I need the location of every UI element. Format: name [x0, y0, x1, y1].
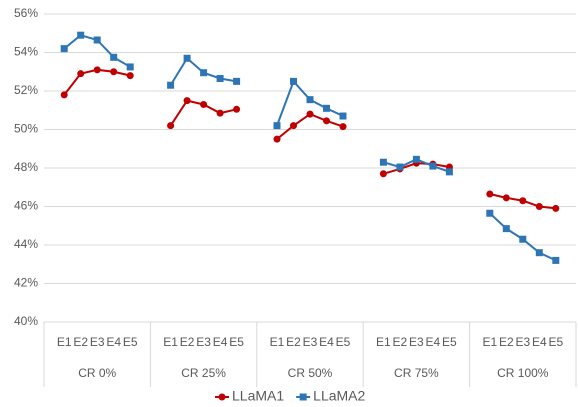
group-label: CR 25%	[181, 366, 226, 380]
x-tick-label: E2	[393, 335, 408, 349]
x-tick-label: E2	[499, 335, 514, 349]
point	[519, 197, 527, 205]
point	[519, 235, 527, 243]
x-tick-label: E5	[548, 335, 563, 349]
x-tick-label: E1	[163, 335, 178, 349]
point	[445, 168, 453, 176]
group-label: CR 100%	[497, 366, 549, 380]
point	[216, 74, 224, 82]
y-tick-label: 46%	[14, 199, 38, 213]
point	[233, 77, 241, 85]
point	[126, 63, 134, 71]
point	[273, 122, 281, 130]
point	[535, 249, 543, 257]
point	[379, 158, 387, 166]
point	[60, 91, 68, 99]
point	[200, 100, 208, 108]
point	[183, 97, 191, 105]
x-tick-label: E2	[286, 335, 301, 349]
point	[167, 122, 175, 130]
x-tick-label: E5	[336, 335, 351, 349]
point	[323, 104, 330, 112]
x-tick-label: E1	[376, 335, 391, 349]
x-tick-label: E5	[123, 335, 138, 349]
point	[306, 110, 314, 118]
point	[77, 31, 85, 39]
x-tick-label: E4	[213, 335, 228, 349]
x-tick-label: E1	[482, 335, 497, 349]
x-tick-label: E3	[515, 335, 530, 349]
x-tick-label: E4	[319, 335, 334, 349]
point	[290, 122, 297, 130]
legend-label: LLaMA2	[313, 388, 365, 404]
x-tick-label: E3	[409, 335, 424, 349]
y-tick-label: 44%	[14, 237, 38, 251]
point	[216, 109, 224, 117]
group-label: CR 0%	[78, 366, 116, 380]
y-tick-label: 52%	[14, 83, 38, 97]
point	[233, 105, 241, 113]
y-tick-label: 48%	[14, 160, 38, 174]
x-tick-label: E4	[426, 335, 441, 349]
point	[93, 36, 101, 44]
point	[502, 194, 510, 202]
legend-label: LLaMA1	[232, 388, 284, 404]
point	[110, 68, 118, 76]
point	[552, 204, 560, 212]
point	[167, 81, 175, 89]
x-tick-label: E5	[229, 335, 244, 349]
x-tick-label: E3	[90, 335, 105, 349]
x-tick-label: E3	[196, 335, 211, 349]
x-tick-label: E5	[442, 335, 457, 349]
group-label: CR 75%	[394, 366, 439, 380]
x-tick-label: E1	[57, 335, 72, 349]
y-tick-label: 42%	[14, 276, 38, 290]
point	[110, 53, 118, 61]
group-label: CR 50%	[288, 366, 333, 380]
series-line	[276, 79, 344, 126]
x-tick-label: E1	[270, 335, 285, 349]
x-tick-label: E2	[73, 335, 88, 349]
y-tick-label: 56%	[14, 6, 38, 20]
point	[323, 117, 330, 125]
y-tick-label: 40%	[14, 314, 38, 328]
point	[486, 209, 494, 217]
point	[429, 162, 437, 170]
point	[126, 72, 134, 80]
point	[486, 190, 494, 198]
point	[339, 112, 347, 120]
point	[379, 170, 387, 178]
point	[273, 135, 281, 143]
point	[535, 203, 543, 210]
x-tick-label: E2	[180, 335, 195, 349]
point	[306, 96, 314, 104]
series-line	[276, 112, 344, 140]
y-tick-label: 50%	[14, 122, 38, 136]
point	[339, 123, 347, 131]
x-tick-label: E4	[532, 335, 547, 349]
x-tick-label: E3	[303, 335, 318, 349]
point	[290, 77, 297, 85]
y-tick-label: 54%	[14, 45, 38, 59]
x-tick-label: E4	[106, 335, 121, 349]
point	[60, 45, 68, 53]
point	[412, 155, 420, 163]
point	[552, 256, 560, 264]
point	[93, 66, 101, 74]
point	[218, 393, 226, 401]
point	[396, 163, 404, 171]
point	[183, 54, 191, 62]
point	[299, 393, 307, 401]
point	[77, 70, 85, 78]
point	[200, 69, 208, 77]
point	[502, 225, 510, 233]
